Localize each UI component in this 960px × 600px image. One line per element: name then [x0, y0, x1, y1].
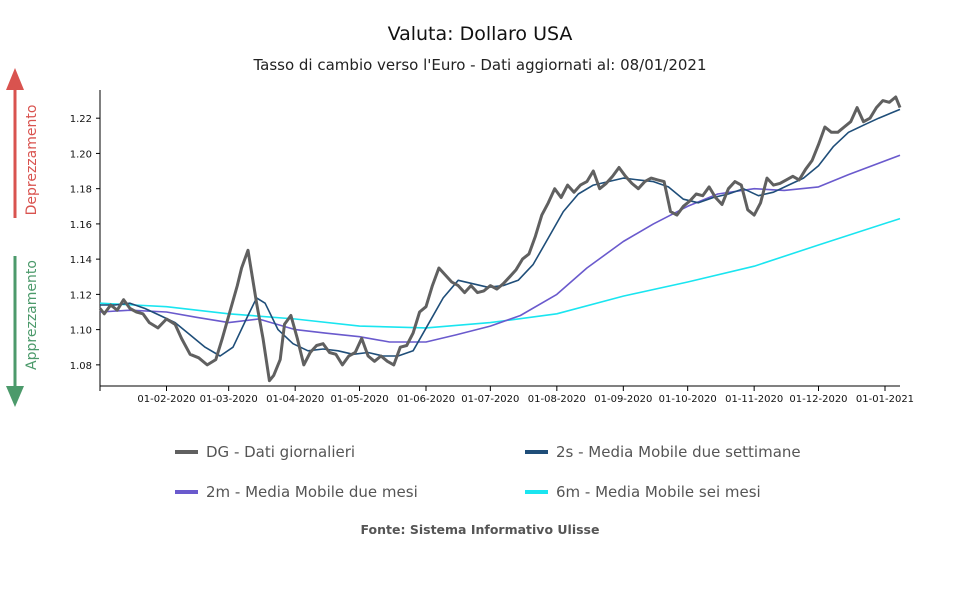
legend: DG - Dati giornalieri 2s - Media Mobile … [175, 443, 801, 501]
legend-label-2-weeks: 2s - Media Mobile due settimane [556, 443, 801, 461]
depreciation-indicator: Deprezzamento [6, 68, 40, 218]
y-tick-label: 1.12 [70, 290, 92, 301]
x-tick-label: 01-12-2020 [789, 394, 847, 405]
legend-label-daily: DG - Dati giornalieri [206, 443, 355, 461]
series-line-6-months [99, 217, 901, 329]
series-line-2-weeks [100, 108, 901, 357]
series-lines [98, 95, 902, 383]
up-arrow-icon [6, 68, 24, 90]
x-tick-label: 01-09-2020 [594, 394, 652, 405]
x-axis-ticks: 01-02-2020 01-03-2020 01-04-2020 01-05-2020… [99, 386, 914, 405]
y-tick-label: 1.10 [70, 326, 92, 337]
appreciation-indicator: Apprezzamento [6, 256, 40, 407]
y-axis-ticks: 1.08 1.10 1.12 1.14 1.16 1.18 1.20 1.22 [70, 114, 100, 372]
y-tick-label: 1.16 [70, 220, 92, 231]
series-line-2-months [99, 154, 901, 343]
plot-area: 1.08 1.10 1.12 1.14 1.16 1.18 1.20 1.22 01-02-2… [70, 90, 914, 405]
legend-item-daily: DG - Dati giornalieri [175, 443, 355, 461]
x-tick-label: 01-08-2020 [528, 394, 586, 405]
x-tick-label: 01-05-2020 [330, 394, 388, 405]
x-tick-label: 01-03-2020 [200, 394, 258, 405]
legend-label-2-months: 2m - Media Mobile due mesi [206, 483, 418, 501]
y-tick-label: 1.22 [70, 114, 92, 125]
legend-item-6-months: 6m - Media Mobile sei mesi [525, 483, 761, 501]
x-tick-label: 01-04-2020 [266, 394, 324, 405]
down-arrow-icon [6, 386, 24, 407]
chart-title: Valuta: Dollaro USA [388, 23, 573, 45]
legend-item-2-months: 2m - Media Mobile due mesi [175, 483, 418, 501]
source-note: Fonte: Sistema Informativo Ulisse [361, 522, 600, 537]
appreciation-label: Apprezzamento [24, 260, 40, 370]
x-tick-label: 01-10-2020 [659, 394, 717, 405]
legend-item-2-weeks: 2s - Media Mobile due settimane [525, 443, 801, 461]
chart-subtitle: Tasso di cambio verso l'Euro - Dati aggi… [252, 56, 706, 74]
legend-label-6-months: 6m - Media Mobile sei mesi [556, 483, 761, 501]
y-tick-label: 1.18 [70, 185, 92, 196]
x-tick-label: 01-07-2020 [461, 394, 519, 405]
x-tick-label: 01-06-2020 [397, 394, 455, 405]
y-tick-label: 1.20 [70, 149, 92, 160]
y-tick-label: 1.14 [70, 255, 92, 266]
x-tick-label: 01-02-2020 [137, 394, 195, 405]
depreciation-label: Deprezzamento [24, 105, 40, 216]
y-tick-label: 1.08 [70, 361, 92, 372]
x-tick-label: 01-11-2020 [725, 394, 783, 405]
x-tick-label: 01-01-2021 [856, 394, 914, 405]
series-line-daily [98, 95, 902, 383]
